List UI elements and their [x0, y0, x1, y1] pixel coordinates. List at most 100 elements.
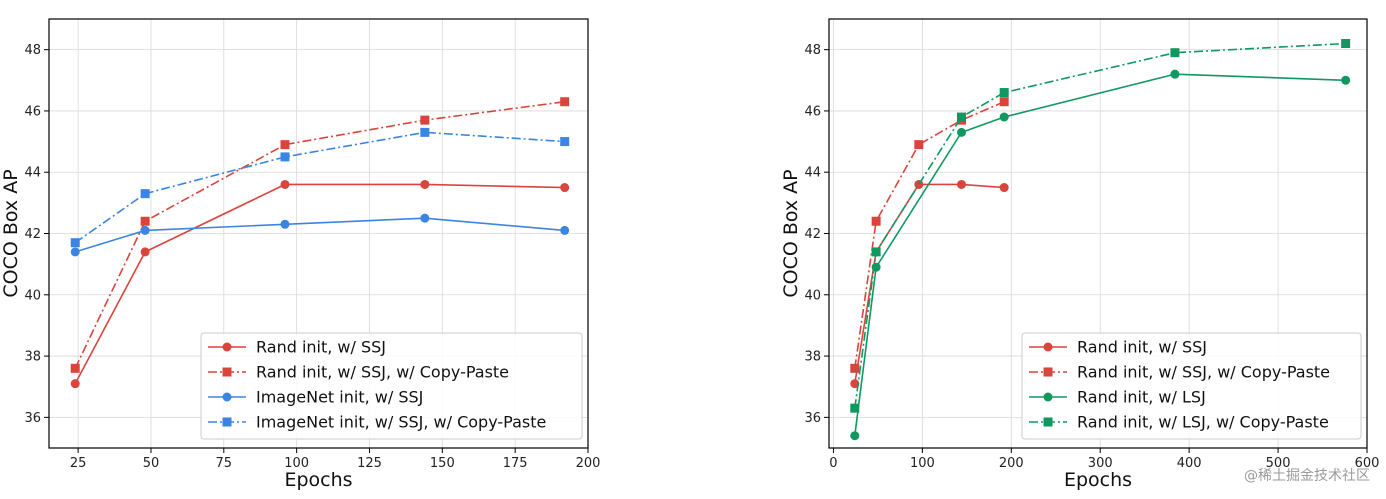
- series-line: [853, 183, 1005, 384]
- legend-label: Rand init, w/ SSJ, w/ Copy-Paste: [1077, 363, 1330, 382]
- data-point: [956, 127, 966, 137]
- series-line: [74, 100, 565, 369]
- data-point: [1341, 39, 1351, 49]
- legend-item: ImageNet init, w/ SSJ: [208, 388, 423, 407]
- y-tick-label: 40: [24, 288, 41, 303]
- y-tick-label: 48: [24, 43, 41, 58]
- x-tick-label: 50: [143, 456, 160, 471]
- x-tick-label: 400: [1177, 456, 1202, 471]
- legend-marker: [1043, 392, 1053, 402]
- data-point: [280, 140, 290, 150]
- watermark-text: @稀土掘金技术社区: [1244, 468, 1370, 484]
- series-imagenet-init-w-ssj-w-copy-paste: [70, 127, 570, 248]
- series-line: [853, 73, 1346, 436]
- data-point: [999, 183, 1009, 193]
- legend-marker: [1043, 417, 1053, 427]
- x-tick-label: 150: [430, 456, 455, 471]
- x-tick-label: 175: [503, 456, 528, 471]
- legend-label: Rand init, w/ SSJ: [256, 338, 386, 357]
- legend-label: Rand init, w/ LSJ: [1077, 388, 1206, 407]
- plot-frame: [828, 18, 1368, 449]
- axis-ticks: 25 50 75 100 125 150 175 200 36 38 40 42 44 46 48: [24, 43, 600, 471]
- x-tick-label: 200: [576, 456, 601, 471]
- data-point: [871, 247, 881, 257]
- x-tick-label: 75: [216, 456, 233, 471]
- legend-item: ImageNet init, w/ SSJ, w/ Copy-Paste: [208, 413, 546, 432]
- data-point: [850, 403, 860, 413]
- y-tick-label: 36: [804, 411, 821, 426]
- x-tick-label: 25: [70, 456, 87, 471]
- data-point: [1170, 69, 1180, 79]
- series-line: [853, 101, 1005, 369]
- y-tick-label: 44: [804, 166, 821, 181]
- x-tick-label: 600: [1355, 456, 1380, 471]
- data-point: [914, 140, 924, 150]
- legend-label: ImageNet init, w/ SSJ: [256, 388, 423, 407]
- x-tick-label: 125: [357, 456, 382, 471]
- data-point: [140, 216, 150, 226]
- data-point: [420, 179, 430, 189]
- data-point: [1341, 75, 1351, 85]
- series-imagenet-init-w-ssj: [70, 213, 570, 257]
- y-tick-label: 46: [804, 104, 821, 119]
- x-tick-label: 100: [284, 456, 309, 471]
- legend-marker: [1043, 367, 1053, 377]
- x-tick-label: 500: [1266, 456, 1291, 471]
- legend-label: Rand init, w/ SSJ: [1077, 338, 1207, 357]
- y-tick-label: 44: [24, 166, 41, 181]
- data-point: [140, 247, 150, 257]
- data-point: [420, 127, 430, 137]
- x-axis-label: Epochs: [1064, 469, 1132, 491]
- legend-item: Rand init, w/ LSJ: [1029, 388, 1206, 407]
- legend-marker: [222, 392, 232, 402]
- y-tick-label: 36: [24, 411, 41, 426]
- data-point: [850, 431, 860, 441]
- y-tick-label: 42: [804, 227, 821, 242]
- data-point: [140, 189, 150, 199]
- legend-marker: [222, 342, 232, 352]
- axis-ticks: 0 100 200 300 400 500 600 36 38 40 42 44 46 48: [804, 43, 1379, 471]
- legend-label: ImageNet init, w/ SSJ, w/ Copy-Paste: [256, 413, 546, 432]
- data-point: [850, 363, 860, 373]
- legend-label: Rand init, w/ LSJ, w/ Copy-Paste: [1077, 413, 1329, 432]
- data-point: [420, 213, 430, 223]
- data-point: [140, 225, 150, 235]
- data-point: [999, 112, 1009, 122]
- y-tick-label: 48: [804, 43, 821, 58]
- data-point: [70, 363, 80, 373]
- data-point: [914, 179, 924, 189]
- y-tick-label: 42: [24, 227, 41, 242]
- legend-box: [200, 332, 583, 440]
- y-axis-label: COCO Box AP: [780, 169, 802, 297]
- legend: Rand init, w/ SSJ Rand init, w/ SSJ, w/ C…: [200, 332, 583, 440]
- data-point: [560, 225, 570, 235]
- data-point: [280, 179, 290, 189]
- x-axis-label: Epochs: [284, 469, 352, 491]
- data-point: [999, 88, 1009, 98]
- data-point: [871, 216, 881, 226]
- legend-box: [1021, 332, 1362, 440]
- data-point: [280, 219, 290, 229]
- y-tick-label: 40: [804, 288, 821, 303]
- legend-item: Rand init, w/ SSJ, w/ Copy-Paste: [1029, 363, 1330, 382]
- series-rand-init-w-ssj-w-copy-paste: [70, 97, 570, 373]
- data-point: [1170, 48, 1180, 58]
- data-point: [280, 152, 290, 162]
- data-point: [70, 247, 80, 257]
- x-tick-label: 100: [910, 456, 935, 471]
- left-line-chart: 25 50 75 100 125 150 175 200 36 38 40 42 44 46 48 Epoch…: [0, 18, 600, 491]
- plot-frame: [48, 18, 589, 449]
- legend-item: Rand init, w/ SSJ: [1029, 338, 1207, 357]
- data-point: [70, 379, 80, 389]
- series-rand-init-w-ssj: [70, 179, 570, 389]
- data-point: [70, 238, 80, 248]
- data-point: [560, 137, 570, 147]
- legend-marker: [222, 367, 232, 377]
- series-rand-init-w-lsj: [850, 69, 1351, 441]
- legend: Rand init, w/ SSJ Rand init, w/ SSJ, w/ C…: [1021, 332, 1362, 440]
- x-tick-label: 200: [999, 456, 1024, 471]
- series-rand-init-w-lsj-w-copy-paste: [850, 39, 1351, 413]
- data-point: [956, 179, 966, 189]
- x-tick-label: 300: [1088, 456, 1113, 471]
